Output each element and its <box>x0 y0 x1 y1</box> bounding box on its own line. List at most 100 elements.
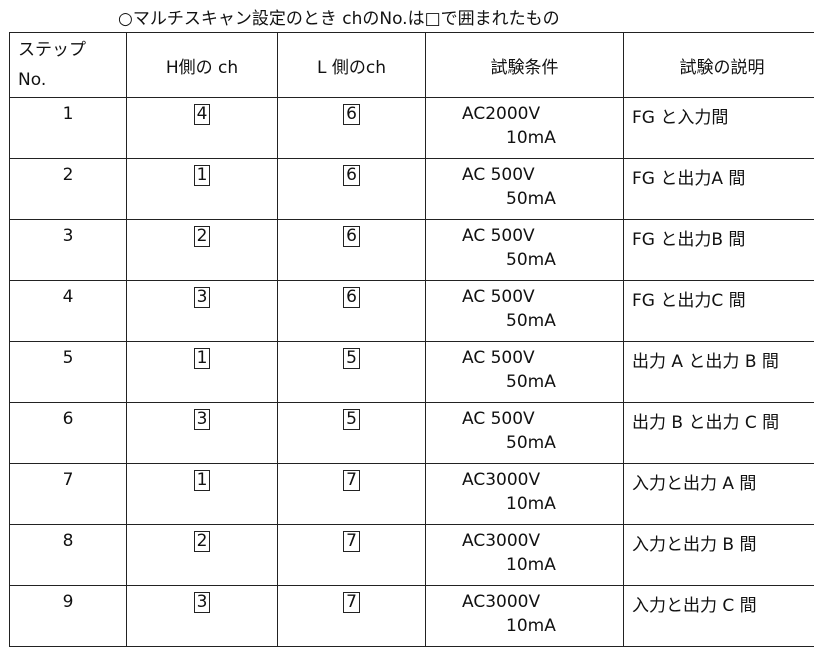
h-ch-cell: 1 <box>127 159 278 220</box>
l-ch-cell: 5 <box>278 403 426 464</box>
current: 50mA <box>462 187 623 211</box>
l-ch-cell: 5 <box>278 342 426 403</box>
h-ch-boxed-number: 1 <box>194 470 211 491</box>
voltage: AC 500V <box>462 346 623 370</box>
description-cell: FG と出力B 間 <box>624 220 814 281</box>
step-number: 6 <box>10 403 127 464</box>
h-ch-cell: 3 <box>127 281 278 342</box>
h-ch-cell: 3 <box>127 403 278 464</box>
description-cell: 入力と出力 A 間 <box>624 464 814 525</box>
table-header-row: ステップ No. H側の ch L 側のch 試験条件 試験の説明 <box>10 33 814 98</box>
header-h-ch: H側の ch <box>127 33 278 98</box>
h-ch-cell: 1 <box>127 342 278 403</box>
current: 50mA <box>462 370 623 394</box>
header-l-ch: L 側のch <box>278 33 426 98</box>
h-ch-boxed-number: 2 <box>194 531 211 552</box>
header-step: ステップ No. <box>10 33 127 98</box>
description-cell: 入力と出力 B 間 <box>624 525 814 586</box>
l-ch-cell: 6 <box>278 159 426 220</box>
step-number-text: 9 <box>63 592 74 612</box>
description-cell: 入力と出力 C 間 <box>624 586 814 647</box>
h-ch-boxed-number: 3 <box>194 287 211 308</box>
l-ch-boxed-number: 6 <box>343 104 360 125</box>
current: 10mA <box>462 614 623 638</box>
voltage: AC3000V <box>462 529 623 553</box>
current: 10mA <box>462 492 623 516</box>
description-cell: 出力 B と出力 C 間 <box>624 403 814 464</box>
step-number: 4 <box>10 281 127 342</box>
step-number: 8 <box>10 525 127 586</box>
step-number-text: 6 <box>63 409 74 429</box>
l-ch-boxed-number: 6 <box>343 287 360 308</box>
voltage: AC2000V <box>462 102 623 126</box>
l-ch-cell: 7 <box>278 586 426 647</box>
h-ch-boxed-number: 1 <box>194 165 211 186</box>
voltage: AC 500V <box>462 285 623 309</box>
description-cell: FG と出力A 間 <box>624 159 814 220</box>
step-number-text: 7 <box>63 470 74 490</box>
h-ch-boxed-number: 2 <box>194 226 211 247</box>
voltage: AC 500V <box>462 163 623 187</box>
header-step-line2: No. <box>18 65 126 95</box>
l-ch-boxed-number: 7 <box>343 531 360 552</box>
h-ch-boxed-number: 4 <box>194 104 211 125</box>
h-ch-boxed-number: 3 <box>194 409 211 430</box>
page-title: ○マルチスキャン設定のとき chのNo.は□で囲まれたもの <box>118 4 560 29</box>
header-step-line1: ステップ <box>18 35 126 65</box>
description-cell: FG と入力間 <box>624 98 814 159</box>
current: 10mA <box>462 553 623 577</box>
step-number-text: 1 <box>63 104 74 124</box>
l-ch-cell: 6 <box>278 98 426 159</box>
l-ch-cell: 6 <box>278 220 426 281</box>
h-ch-cell: 2 <box>127 220 278 281</box>
description-cell: 出力 A と出力 B 間 <box>624 342 814 403</box>
h-ch-cell: 4 <box>127 98 278 159</box>
step-number: 5 <box>10 342 127 403</box>
l-ch-boxed-number: 5 <box>343 348 360 369</box>
header-condition: 試験条件 <box>426 33 624 98</box>
step-number-text: 2 <box>63 165 74 185</box>
step-number-text: 8 <box>63 531 74 551</box>
voltage: AC 500V <box>462 224 623 248</box>
step-number-text: 4 <box>63 287 74 307</box>
l-ch-boxed-number: 6 <box>343 226 360 247</box>
description-cell: FG と出力C 間 <box>624 281 814 342</box>
voltage: AC3000V <box>462 590 623 614</box>
step-number: 9 <box>10 586 127 647</box>
l-ch-cell: 6 <box>278 281 426 342</box>
l-ch-boxed-number: 7 <box>343 470 360 491</box>
h-ch-cell: 1 <box>127 464 278 525</box>
step-number: 2 <box>10 159 127 220</box>
l-ch-cell: 7 <box>278 525 426 586</box>
h-ch-boxed-number: 1 <box>194 348 211 369</box>
header-description: 試験の説明 <box>624 33 814 98</box>
h-ch-boxed-number: 3 <box>194 592 211 613</box>
l-ch-boxed-number: 6 <box>343 165 360 186</box>
current: 50mA <box>462 248 623 272</box>
step-number: 7 <box>10 464 127 525</box>
step-number: 1 <box>10 98 127 159</box>
current: 50mA <box>462 309 623 333</box>
step-number-text: 3 <box>63 226 74 246</box>
voltage: AC3000V <box>462 468 623 492</box>
l-ch-boxed-number: 7 <box>343 592 360 613</box>
test-steps-table: ステップ No. H側の ch L 側のch 試験条件 試験の説明 1 4 6 AC2… <box>9 32 814 647</box>
step-number-text: 5 <box>63 348 74 368</box>
step-number: 3 <box>10 220 127 281</box>
